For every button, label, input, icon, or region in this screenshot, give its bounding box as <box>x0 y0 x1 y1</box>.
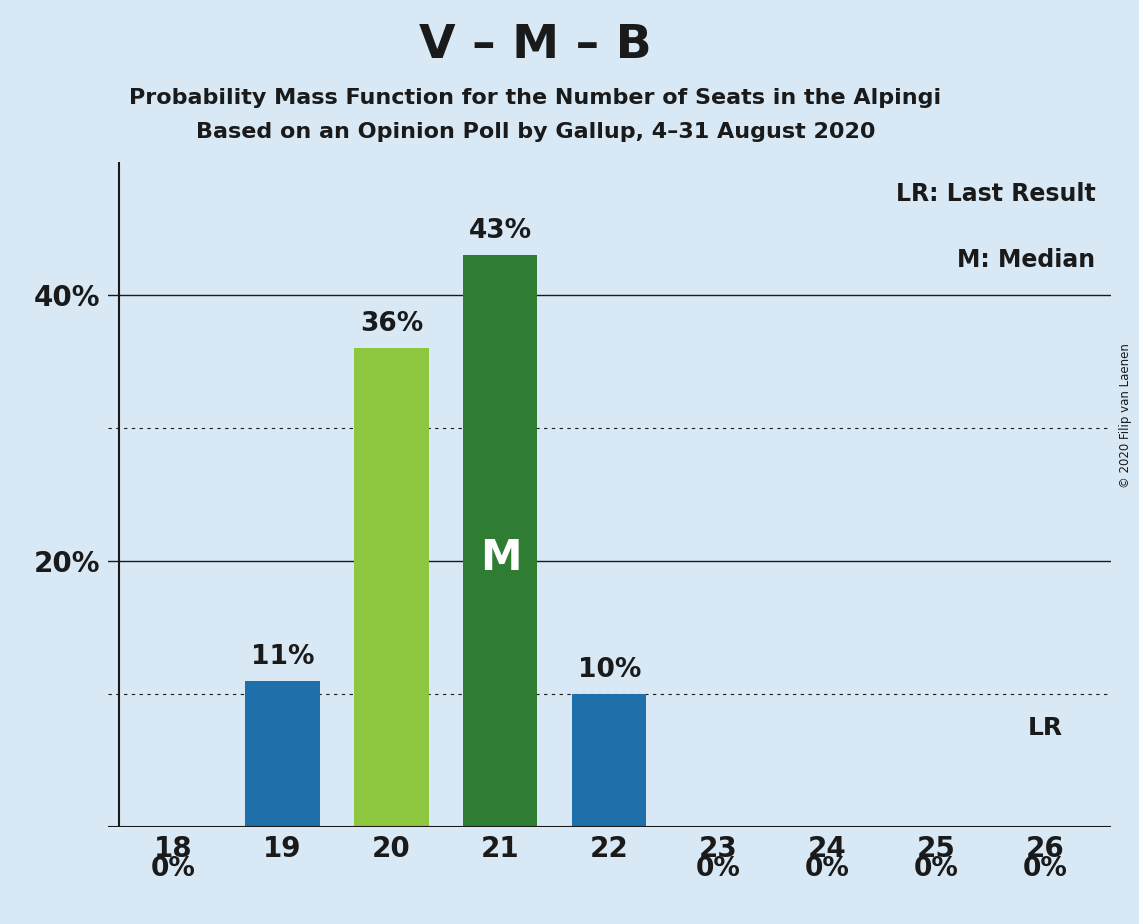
Text: 0%: 0% <box>696 857 740 882</box>
Text: LR: LR <box>1027 716 1063 740</box>
Text: Based on an Opinion Poll by Gallup, 4–31 August 2020: Based on an Opinion Poll by Gallup, 4–31… <box>196 122 875 142</box>
Text: M: Median: M: Median <box>958 249 1096 273</box>
Bar <box>354 348 428 827</box>
Text: 10%: 10% <box>577 657 641 683</box>
Text: 0%: 0% <box>913 857 959 882</box>
Text: 43%: 43% <box>469 218 532 244</box>
Text: Probability Mass Function for the Number of Seats in the Alpingi: Probability Mass Function for the Number… <box>129 88 942 108</box>
Text: V – M – B: V – M – B <box>419 23 652 68</box>
Text: 0%: 0% <box>151 857 196 882</box>
Text: M: M <box>480 537 522 579</box>
Bar <box>572 694 647 827</box>
Text: 0%: 0% <box>805 857 850 882</box>
Text: 36%: 36% <box>360 311 423 337</box>
Bar <box>246 681 320 827</box>
Text: © 2020 Filip van Laenen: © 2020 Filip van Laenen <box>1118 344 1132 488</box>
Text: 11%: 11% <box>251 644 314 670</box>
Bar <box>464 255 538 827</box>
Text: LR: Last Result: LR: Last Result <box>895 182 1096 206</box>
Text: 0%: 0% <box>1023 857 1067 882</box>
